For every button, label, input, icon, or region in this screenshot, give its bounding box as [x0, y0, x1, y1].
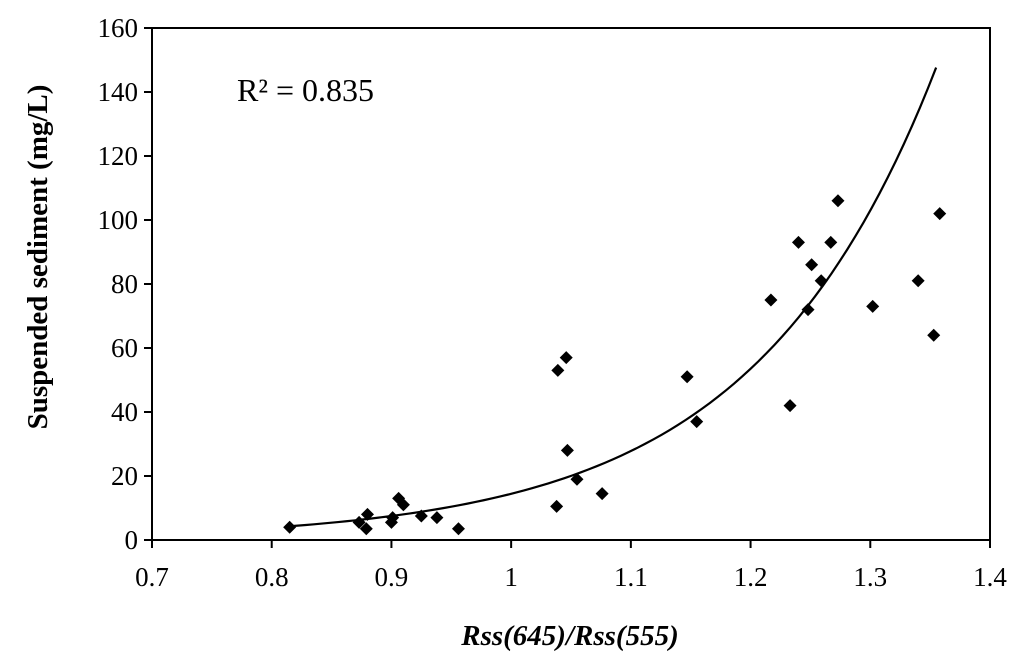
data-point [550, 499, 564, 513]
data-point [791, 235, 805, 249]
y-tick-label: 60 [111, 333, 138, 363]
data-point [430, 511, 444, 525]
data-point [451, 522, 465, 536]
data-point [927, 328, 941, 342]
x-tick-label: 1.4 [973, 562, 1007, 592]
y-axis-title: Suspended sediment (mg/L) [22, 85, 54, 430]
x-tick-label: 0.8 [255, 562, 289, 592]
data-point [360, 507, 374, 521]
data-point [805, 258, 819, 272]
data-point [283, 520, 297, 534]
data-point [359, 522, 373, 536]
data-point [570, 472, 584, 486]
data-point [386, 511, 400, 525]
x-tick-label: 1 [504, 562, 518, 592]
y-tick-label: 100 [98, 205, 139, 235]
data-point [831, 194, 845, 208]
data-point [783, 399, 797, 413]
data-point [414, 509, 428, 523]
data-point [559, 351, 573, 365]
y-tick-label: 140 [98, 77, 139, 107]
data-point [396, 498, 410, 512]
data-point [680, 370, 694, 384]
data-point [824, 235, 838, 249]
data-point [595, 487, 609, 501]
data-point [690, 415, 704, 429]
x-tick-labels: 0.7 0.8 0.9 1 1.1 1.2 1.3 1.4 [135, 562, 1007, 592]
axes [144, 27, 991, 548]
x-tick-label: 0.9 [375, 562, 409, 592]
data-point [933, 207, 947, 221]
y-tick-label: 120 [98, 141, 139, 171]
x-tick-label: 1.1 [614, 562, 648, 592]
data-point [560, 443, 574, 457]
data-point [551, 363, 565, 377]
data-point [764, 293, 778, 307]
y-tick-label: 160 [98, 13, 139, 43]
y-tick-label: 0 [125, 525, 139, 555]
y-tick-label: 80 [111, 269, 138, 299]
data-point [801, 303, 815, 317]
y-tick-labels: 0 20 40 60 80 100 120 140 160 [98, 13, 139, 555]
r-squared-annotation: R² = 0.835 [237, 72, 374, 108]
y-tick-label: 20 [111, 461, 138, 491]
x-tick-label: 0.7 [135, 562, 169, 592]
x-tick-label: 1.2 [734, 562, 768, 592]
data-point [352, 515, 366, 529]
trendline [289, 67, 938, 528]
data-point [814, 274, 828, 288]
data-points [283, 194, 947, 536]
data-point [866, 299, 880, 313]
x-axis-title: Rss(645)/Rss(555) [460, 620, 679, 652]
data-point [911, 274, 925, 288]
y-tick-label: 40 [111, 397, 138, 427]
x-tick-label: 1.3 [853, 562, 887, 592]
